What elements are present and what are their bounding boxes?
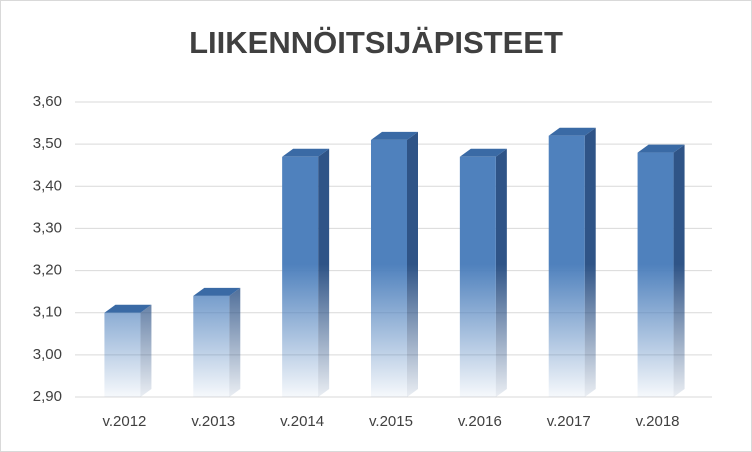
y-tick-label: 3,60 xyxy=(33,93,62,110)
bar-top xyxy=(371,131,418,140)
bar xyxy=(637,152,674,397)
bar-side xyxy=(407,131,418,397)
x-tick-label: v.2018 xyxy=(636,413,680,430)
x-tick-label: v.2013 xyxy=(191,413,235,430)
bar-top xyxy=(548,127,596,136)
bar-top xyxy=(637,144,685,153)
x-tick-label: v.2017 xyxy=(547,413,591,430)
bar xyxy=(548,135,585,397)
x-tick-label: v.2016 xyxy=(458,413,502,430)
bar-top xyxy=(459,148,507,157)
bar xyxy=(193,295,230,397)
bar xyxy=(459,156,496,397)
chart-title: LIIKENNÖITSIJÄPISTEET xyxy=(189,25,563,60)
y-tick-label: 3,00 xyxy=(33,346,62,363)
y-tick-label: 2,90 xyxy=(33,388,62,405)
y-tick-label: 3,50 xyxy=(33,135,62,152)
y-tick-label: 3,20 xyxy=(33,262,62,279)
bars xyxy=(104,127,685,397)
x-tick-label: v.2012 xyxy=(102,413,146,430)
bar-top xyxy=(282,148,330,157)
bar-side xyxy=(584,127,596,397)
y-tick-label: 3,40 xyxy=(33,177,62,194)
y-tick-label: 3,10 xyxy=(33,304,62,321)
bar xyxy=(104,312,141,397)
bar-side xyxy=(495,148,507,397)
x-tick-label: v.2015 xyxy=(369,413,413,430)
bar-top xyxy=(104,304,152,313)
y-tick-label: 3,30 xyxy=(33,219,62,236)
bar xyxy=(371,139,407,397)
x-tick-label: v.2014 xyxy=(280,413,324,430)
bar-side xyxy=(229,287,241,397)
bar-side xyxy=(318,148,330,397)
bar-top xyxy=(193,287,241,296)
bar xyxy=(282,156,319,397)
bar-side xyxy=(140,304,152,397)
bar-side xyxy=(673,144,685,397)
